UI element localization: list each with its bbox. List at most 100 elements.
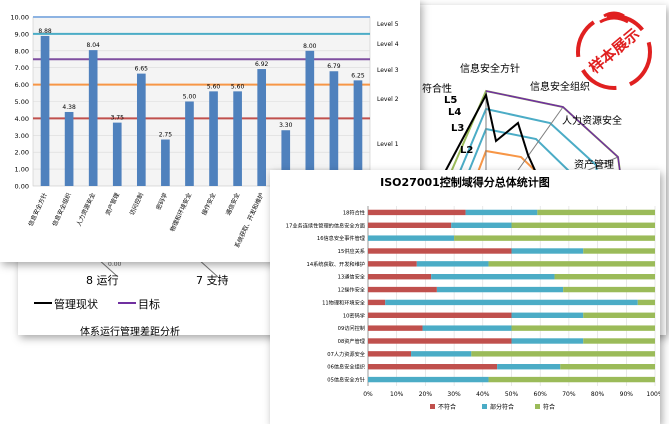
x-tick-label: 20% [419, 391, 433, 398]
level-label: Level 4 [377, 41, 399, 48]
bar-segment [554, 274, 655, 280]
bar-segment [488, 261, 655, 267]
bar [305, 50, 315, 186]
bar-segment [368, 274, 432, 280]
bar-value-label: 3.75 [111, 115, 125, 122]
x-tick-label: 70% [562, 391, 576, 398]
bar-value-label: 4.38 [62, 104, 76, 111]
radar-caption: 体系运行管理差距分析 [80, 327, 180, 338]
bar-segment [511, 312, 584, 318]
bar-segment [488, 376, 655, 383]
x-tick-label: 物理和环境安全 [168, 191, 193, 232]
bar-segment [422, 325, 512, 331]
y-tick-label: 07人力资源安全 [327, 350, 366, 358]
bar-segment [451, 222, 512, 228]
bar-value-label: 6.65 [135, 66, 149, 73]
bar [257, 69, 267, 186]
legend-label-status: 管理现状 [54, 298, 98, 311]
radar-axis-label-policy: 信息安全方针 [460, 64, 520, 75]
bar-segment [560, 364, 655, 370]
y-tick-label: 8.00 [15, 47, 29, 55]
bar-segment [583, 312, 655, 318]
bar-segment [411, 351, 472, 357]
bar-value-label: 5.60 [231, 83, 245, 90]
radar-axis-label-asset: 资产管理 [574, 160, 614, 171]
bar-value-label: 3.30 [279, 122, 293, 129]
y-tick-label: 08资产管理 [338, 337, 366, 345]
x-tick-label: 10% [390, 391, 404, 398]
y-tick-label: 05信息安全方针 [327, 376, 365, 384]
x-tick-label: 操作安全 [200, 191, 217, 216]
stamp-ring-icon [576, 11, 652, 90]
bar-chart-card: 0.00 1.00 2.00 3.00 4.00 5.00 6.00 7.00 8.00 9.00… [0, 0, 420, 262]
bar [233, 91, 242, 186]
x-tick-label: 通信安全 [224, 191, 241, 216]
bar-segment [583, 338, 655, 344]
bar-chart: 0.00 1.00 2.00 3.00 4.00 5.00 6.00 7.00 8.00 9.00… [10, 14, 399, 250]
y-tick-label: 3.00 [15, 132, 29, 140]
x-tick-label: 信息安全方针 [26, 191, 48, 227]
y-tick-label: 10密码学 [343, 311, 365, 319]
x-tick-label: 访问控制 [128, 191, 145, 216]
y-tick-label: 06信息安全组织 [327, 363, 365, 371]
radar-axis-label-hr: 人力资源安全 [562, 116, 622, 127]
legend-label: 部分符合 [490, 403, 514, 411]
x-tick-label: 0% [363, 391, 373, 398]
legend-label-target: 目标 [138, 298, 160, 311]
y-tick-label: 4.00 [15, 115, 29, 123]
x-tick-label: 30% [447, 391, 461, 398]
bar [209, 91, 218, 186]
bar-value-label: 6.92 [255, 61, 269, 68]
y-tick-label: 5.00 [15, 98, 29, 106]
y-tick-label: 14系统获取、开发和维护 [307, 260, 365, 268]
y-tick-label: 11物理和环境安全 [322, 298, 366, 306]
legend-label: 符合 [543, 403, 555, 411]
y-tick-label: 09访问控制 [338, 324, 365, 332]
bar-value-label: 5.60 [207, 83, 221, 90]
bar-segment [368, 351, 412, 357]
y-tick-label: 15供应关系 [338, 247, 365, 255]
bar-segment [368, 299, 386, 306]
bar-segment [465, 209, 538, 216]
y-tick-label: 1.00 [15, 166, 29, 174]
bar-segment [454, 235, 655, 241]
y-tick-label: 17业务连续性管理的信息安全方面 [286, 221, 365, 229]
radar-bottom-label-run: 8 运行 [86, 274, 119, 287]
bar-value-label: 2.75 [159, 132, 173, 139]
bar-segment [368, 248, 512, 254]
x-tick-label: 50% [505, 391, 519, 398]
bar-value-label: 8.04 [86, 42, 100, 49]
y-tick-label: 0.00 [15, 183, 29, 191]
bar-segment [368, 325, 423, 331]
y-tick-label: 18符合性 [343, 208, 365, 216]
legend-swatch-target [118, 302, 136, 304]
bar-segment [497, 364, 561, 370]
legend-swatch-status [34, 302, 52, 304]
bar-segment [511, 222, 655, 228]
y-tick-label: 13通信安全 [338, 273, 366, 281]
bar-segment [368, 261, 417, 267]
stacked-bar-chart: 0% 10% 20% 30% 40% 50% 60% 70% 80% 90% 100% 18符合性 17… [286, 206, 660, 411]
x-tick-label: 人力资源安全 [75, 191, 97, 227]
x-tick-label: 信息安全组织 [50, 191, 72, 227]
stacked-chart-title: ISO27001控制域得分总体统计图 [380, 176, 550, 189]
level-label: Level 5 [377, 21, 399, 28]
y-tick-label: 16信息安全事件管理 [317, 234, 366, 242]
bar [112, 122, 122, 186]
bar-segment [537, 209, 655, 216]
bar-value-label: 6.79 [327, 63, 341, 70]
radar-bottom-lines [97, 258, 219, 278]
bar [353, 80, 363, 186]
bar-segment [385, 299, 638, 306]
bar [136, 73, 146, 186]
bar-segment [368, 222, 452, 228]
bar-segment [431, 274, 555, 280]
bar-segment [471, 351, 655, 357]
bar-value-label: 8.00 [303, 43, 317, 50]
bar-segment [368, 338, 512, 344]
bar-segment [368, 286, 437, 293]
bar [40, 35, 50, 186]
bar [161, 139, 170, 186]
bar-segment [511, 248, 584, 254]
bar-segment [511, 325, 655, 331]
